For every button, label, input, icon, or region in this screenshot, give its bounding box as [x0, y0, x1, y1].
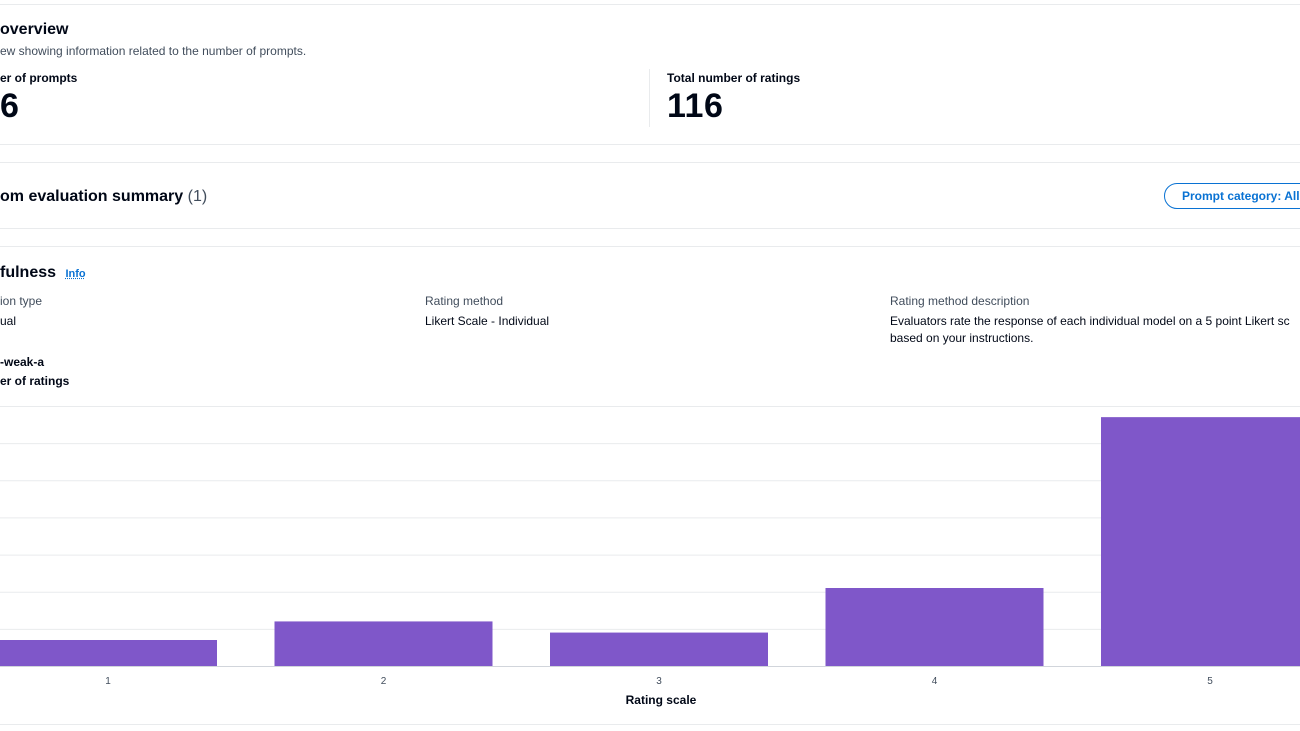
divider [0, 162, 1300, 163]
rating-description-label: Rating method description [890, 294, 1030, 308]
rating-description-line-2: based on your instructions. [890, 331, 1034, 345]
evaluation-type-value: ual [0, 314, 17, 328]
chart-x-ticks: 1 2 3 4 5 [105, 676, 1213, 687]
x-tick-label: 2 [381, 676, 387, 687]
evaluation-type-label: ion type [0, 294, 43, 308]
divider [0, 228, 1300, 229]
x-tick-label: 4 [932, 676, 938, 687]
metric-separator [649, 69, 650, 127]
divider [0, 246, 1300, 247]
chart-y-label: er of ratings [0, 374, 70, 388]
x-tick-label: 3 [656, 676, 662, 687]
prompts-count-label: er of prompts [0, 71, 78, 85]
bar-rating-3[interactable] [550, 632, 768, 666]
ratings-count-label: Total number of ratings [667, 71, 801, 85]
chart-grid [0, 406, 1300, 667]
rating-method-value: Likert Scale - Individual [425, 314, 550, 328]
prompt-category-filter-button[interactable]: Prompt category: All [1164, 183, 1300, 209]
model-name: -weak-a [0, 355, 45, 369]
rating-description-line-1: Evaluators rate the response of each ind… [890, 314, 1290, 328]
summary-count: (1) [187, 188, 208, 205]
summary-title: om evaluation summary (1) [0, 188, 207, 206]
ratings-bar-chart: 1 2 3 4 5 Rating scale [0, 406, 1300, 707]
metric-name: fulness [0, 264, 57, 281]
bar-rating-2[interactable] [274, 621, 493, 666]
info-link[interactable]: Info [65, 268, 86, 280]
bar-rating-4[interactable] [825, 588, 1044, 666]
x-tick-label: 5 [1207, 676, 1213, 687]
chart-x-axis-title: Rating scale [626, 693, 697, 707]
divider [0, 144, 1300, 145]
bar-rating-5[interactable] [1101, 417, 1300, 666]
summary-title-text: om evaluation summary [0, 188, 184, 205]
overview-title: overview [0, 21, 69, 38]
bottom-divider [0, 724, 1300, 725]
bar-rating-1[interactable] [0, 640, 217, 666]
rating-method-label: Rating method [425, 294, 504, 308]
x-tick-label: 1 [105, 676, 111, 687]
overview-description: ew showing information related to the nu… [0, 44, 307, 58]
top-divider [0, 4, 1300, 5]
metric-header: fulness Info [0, 264, 86, 282]
ratings-count-value: 116 [667, 87, 724, 125]
chart-bars [0, 417, 1300, 666]
prompts-count-value: 6 [0, 87, 20, 125]
